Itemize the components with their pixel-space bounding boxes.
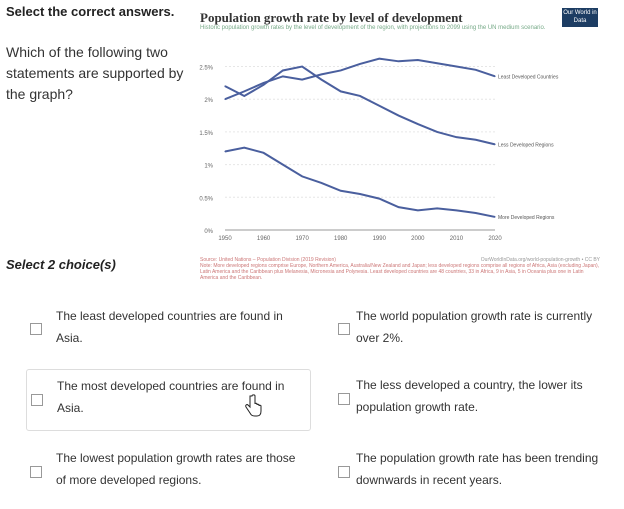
series-line: [224, 146, 496, 218]
chart-source: Source: United Nations – Population Divi…: [200, 257, 336, 263]
option-2-checkbox[interactable]: [338, 323, 350, 335]
y-tick-label: 0.5%: [199, 196, 213, 202]
series-line: [224, 57, 496, 101]
series-point: [282, 164, 284, 166]
population-growth-chart: 0% 0.5% 1% 1.5% 2% 2.5% 1950 1960 1970 1980 1990 20…: [199, 57, 559, 242]
option-6[interactable]: The population growth rate has been tren…: [328, 442, 618, 502]
series-point: [494, 143, 496, 145]
series-point: [397, 114, 400, 117]
series-point: [243, 95, 245, 97]
option-3[interactable]: The most developed countries are found i…: [26, 369, 311, 431]
option-3-label: The most developed countries are found i…: [57, 379, 285, 415]
y-tick-label: 1%: [204, 164, 213, 170]
y-tick-label: 2%: [204, 98, 213, 104]
chart-title: Population growth rate by level of devel…: [200, 10, 463, 25]
series-point: [301, 65, 303, 68]
series-point: [494, 75, 496, 77]
series-point: [475, 69, 477, 71]
owid-logo: Our World in Data: [562, 8, 598, 27]
chart-credit: OurWorldInData.org/world-population-grow…: [480, 257, 600, 263]
option-6-label: The population growth rate has been tren…: [356, 451, 599, 487]
series-point: [475, 139, 477, 141]
series-point: [224, 98, 226, 100]
option-2[interactable]: The world population growth rate is curr…: [328, 302, 618, 360]
x-tick-label: 1990: [373, 236, 387, 242]
series-point: [262, 82, 265, 84]
y-tick-label: 0%: [204, 229, 213, 235]
series-point: [359, 63, 361, 65]
y-tick-label: 2.5%: [199, 66, 213, 72]
series-point: [243, 147, 245, 149]
series-point: [359, 95, 361, 97]
series-point: [301, 175, 303, 177]
option-1-label: The least developed countries are found …: [56, 309, 283, 345]
series-point: [340, 90, 342, 92]
y-tick-label: 1.5%: [199, 131, 213, 137]
option-4-checkbox[interactable]: [338, 393, 350, 405]
option-6-checkbox[interactable]: [338, 466, 350, 478]
option-1[interactable]: The least developed countries are found …: [26, 302, 311, 360]
series-point: [301, 79, 303, 81]
series-point: [436, 131, 438, 133]
select-count-label: Select 2 choice(s): [6, 257, 116, 272]
series-line: [224, 65, 496, 146]
series-label: Less Developed Regions: [498, 142, 554, 148]
series-point: [320, 73, 323, 75]
x-tick-label: 1970: [295, 236, 309, 242]
series-label: More Developed Regions: [498, 215, 555, 221]
option-5[interactable]: The lowest population growth rates are t…: [26, 442, 311, 502]
x-tick-label: 2020: [488, 236, 502, 242]
hand-cursor-icon: [245, 394, 262, 417]
series-point: [436, 62, 438, 64]
option-3-checkbox[interactable]: [31, 394, 43, 406]
x-tick-label: 1950: [218, 236, 232, 242]
series-point: [494, 216, 496, 218]
series-point: [282, 69, 284, 72]
series-point: [397, 60, 400, 62]
question-text: Which of the following two statements ar…: [6, 44, 184, 102]
chart-subtitle: Historic population growth rates by the …: [200, 25, 546, 31]
series-point: [417, 209, 419, 211]
series-point: [455, 65, 458, 68]
series-point: [359, 193, 361, 195]
series-point: [378, 198, 380, 200]
series-point: [224, 150, 226, 153]
series-point: [455, 136, 458, 138]
series-point: [262, 84, 265, 86]
series-point: [340, 190, 342, 192]
x-tick-label: 2000: [411, 236, 425, 242]
series-point: [455, 209, 458, 211]
series-point: [282, 75, 284, 77]
series-point: [397, 206, 400, 208]
option-2-label: The world population growth rate is curr…: [356, 309, 593, 345]
x-tick-label: 2010: [450, 236, 464, 242]
series-label: Least Developed Countries: [498, 74, 559, 80]
series-point: [320, 182, 323, 184]
series-point: [378, 58, 380, 60]
series-point: [262, 152, 265, 154]
series-point: [417, 123, 419, 125]
option-4-label: The less developed a country, the lower …: [356, 378, 583, 414]
chart-note-text: Note: More developed regions comprise Eu…: [200, 263, 600, 281]
option-5-checkbox[interactable]: [30, 466, 42, 478]
series-point: [378, 105, 380, 107]
option-1-checkbox[interactable]: [30, 323, 42, 335]
series-point: [436, 207, 438, 210]
series-point: [224, 85, 226, 87]
series-point: [320, 79, 323, 81]
series-point: [417, 59, 419, 61]
x-tick-label: 1960: [257, 236, 271, 242]
series-point: [340, 69, 342, 72]
prompt-title: Select the correct answers.: [6, 4, 175, 19]
option-5-label: The lowest population growth rates are t…: [56, 451, 296, 487]
option-4[interactable]: The less developed a country, the lower …: [328, 369, 618, 431]
chart-note: Source: United Nations – Population Divi…: [200, 257, 600, 281]
x-tick-label: 1980: [334, 236, 348, 242]
series-point: [475, 212, 477, 214]
series-point: [243, 90, 245, 92]
